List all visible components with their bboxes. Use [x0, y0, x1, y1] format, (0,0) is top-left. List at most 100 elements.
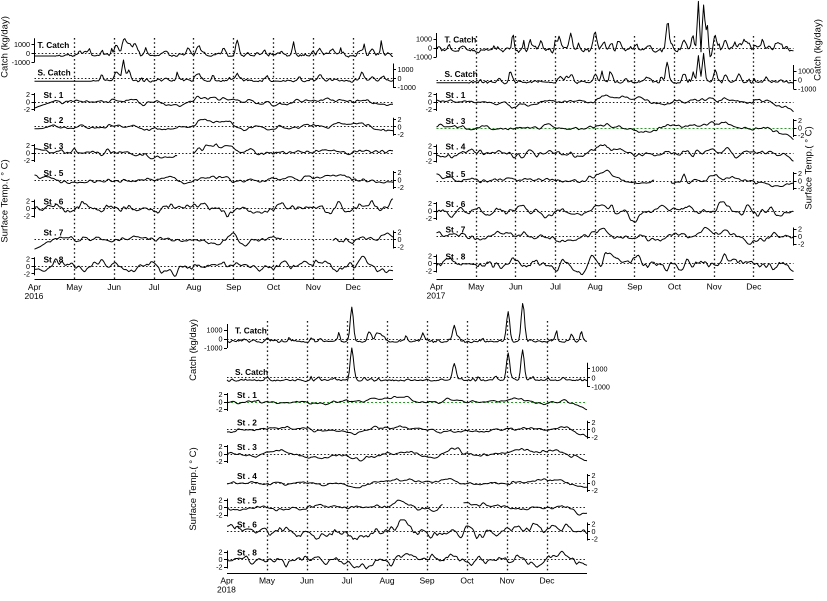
svg-text:1000: 1000 — [416, 35, 432, 44]
svg-text:0: 0 — [398, 235, 402, 244]
svg-text:St . 2: St . 2 — [44, 115, 64, 125]
svg-text:0: 0 — [428, 207, 432, 216]
svg-text:2: 2 — [398, 228, 402, 237]
svg-text:Jun: Jun — [300, 576, 314, 586]
svg-text:-2: -2 — [426, 105, 432, 114]
svg-text:St . 2: St . 2 — [237, 418, 257, 428]
svg-text:St . 6: St . 6 — [446, 199, 466, 209]
svg-text:St . 5: St . 5 — [237, 496, 257, 506]
svg-text:0: 0 — [219, 450, 223, 459]
svg-text:0: 0 — [798, 177, 802, 186]
svg-text:2016: 2016 — [25, 291, 44, 301]
svg-text:2: 2 — [428, 142, 432, 151]
svg-text:-2: -2 — [426, 267, 432, 276]
svg-text:Jun: Jun — [107, 282, 121, 292]
svg-text:-1000: -1000 — [12, 58, 30, 67]
svg-text:T. Catch: T. Catch — [235, 326, 267, 336]
svg-text:St . 1: St . 1 — [237, 390, 257, 400]
svg-text:May: May — [66, 282, 83, 292]
svg-text:Apr: Apr — [430, 282, 443, 292]
svg-text:0: 0 — [428, 259, 432, 268]
svg-text:Nov: Nov — [306, 282, 322, 292]
svg-text:Aug: Aug — [186, 282, 201, 292]
svg-text:-2: -2 — [24, 269, 30, 278]
svg-text:-2: -2 — [216, 457, 222, 466]
svg-text:-2: -2 — [798, 240, 804, 249]
svg-text:2: 2 — [428, 252, 432, 261]
svg-text:Sep: Sep — [627, 282, 642, 292]
svg-text:0: 0 — [26, 98, 30, 107]
svg-text:2: 2 — [26, 197, 30, 206]
svg-text:-2: -2 — [398, 183, 404, 192]
svg-text:Catch (kg/day): Catch (kg/day) — [813, 19, 824, 81]
svg-text:0: 0 — [592, 425, 596, 434]
svg-text:0: 0 — [219, 555, 223, 564]
svg-text:2: 2 — [592, 520, 596, 529]
svg-text:St . 4: St . 4 — [446, 142, 466, 152]
svg-text:-2: -2 — [426, 214, 432, 223]
svg-text:2: 2 — [398, 168, 402, 177]
svg-text:2: 2 — [428, 199, 432, 208]
svg-text:St . 1: St . 1 — [446, 90, 466, 100]
svg-text:S. Catch: S. Catch — [38, 68, 71, 78]
svg-text:Surface Temp.( ° C): Surface Temp.( ° C) — [0, 159, 11, 242]
svg-text:St . 4: St . 4 — [237, 471, 257, 481]
svg-text:Catch (kg/day): Catch (kg/day) — [188, 319, 199, 381]
svg-text:0: 0 — [428, 149, 432, 158]
svg-text:0: 0 — [219, 503, 223, 512]
svg-text:-1000: -1000 — [798, 85, 816, 94]
svg-text:2: 2 — [798, 116, 802, 125]
svg-text:0: 0 — [26, 49, 30, 58]
svg-text:0: 0 — [798, 124, 802, 133]
svg-text:Surface Temp.( ° C): Surface Temp.( ° C) — [804, 126, 815, 209]
svg-text:May: May — [468, 282, 485, 292]
svg-text:1000: 1000 — [14, 40, 30, 49]
svg-text:2: 2 — [428, 90, 432, 99]
svg-text:0: 0 — [428, 44, 432, 53]
svg-text:2: 2 — [592, 471, 596, 480]
svg-text:S. Catch: S. Catch — [445, 69, 478, 79]
svg-text:0: 0 — [798, 76, 802, 85]
svg-text:2: 2 — [219, 442, 223, 451]
svg-text:2017: 2017 — [427, 291, 446, 301]
svg-text:Dec: Dec — [346, 282, 362, 292]
svg-text:2: 2 — [798, 225, 802, 234]
svg-text:St . 3: St . 3 — [44, 141, 64, 151]
svg-text:-2: -2 — [216, 405, 222, 414]
svg-text:Oct: Oct — [460, 576, 474, 586]
svg-text:0: 0 — [592, 373, 596, 382]
svg-text:St . 6: St . 6 — [44, 197, 64, 207]
svg-text:1000: 1000 — [592, 364, 608, 373]
svg-text:St . 7: St . 7 — [446, 225, 466, 235]
svg-text:-1000: -1000 — [204, 344, 222, 353]
svg-text:2: 2 — [26, 141, 30, 150]
svg-text:0: 0 — [398, 74, 402, 83]
svg-text:Aug: Aug — [588, 282, 603, 292]
svg-text:0: 0 — [592, 479, 596, 488]
svg-text:Jul: Jul — [550, 282, 561, 292]
svg-text:St . 8: St . 8 — [237, 548, 257, 558]
svg-text:0: 0 — [219, 335, 223, 344]
svg-text:Nov: Nov — [499, 576, 515, 586]
svg-text:Dec: Dec — [539, 576, 555, 586]
svg-text:-2: -2 — [798, 131, 804, 140]
svg-text:Jul: Jul — [149, 282, 160, 292]
svg-text:Jul: Jul — [342, 576, 353, 586]
svg-text:T. Catch: T. Catch — [445, 35, 477, 45]
svg-text:2: 2 — [798, 169, 802, 178]
svg-text:Surface Temp.( ° C): Surface Temp.( ° C) — [188, 447, 199, 530]
svg-text:St . 6: St . 6 — [237, 520, 257, 530]
svg-text:-1000: -1000 — [398, 83, 416, 92]
svg-text:St . 5: St . 5 — [446, 169, 466, 179]
svg-text:0: 0 — [26, 262, 30, 271]
svg-text:Apr: Apr — [28, 282, 41, 292]
svg-text:1000: 1000 — [798, 67, 814, 76]
svg-text:1000: 1000 — [207, 326, 223, 335]
svg-text:-2: -2 — [24, 156, 30, 165]
svg-text:0: 0 — [398, 176, 402, 185]
svg-text:Dec: Dec — [746, 282, 762, 292]
svg-text:0: 0 — [26, 204, 30, 213]
svg-text:Catch (kg/day): Catch (kg/day) — [0, 16, 11, 78]
svg-text:St . 5: St . 5 — [44, 168, 64, 178]
svg-text:2018: 2018 — [217, 585, 236, 595]
